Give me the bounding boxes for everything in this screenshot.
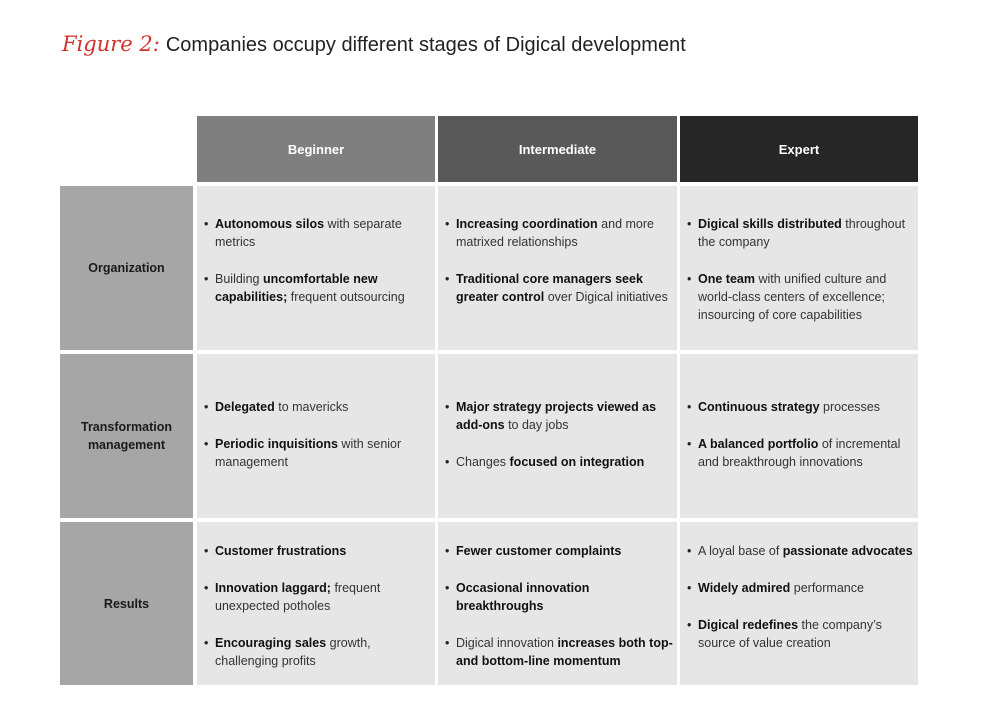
bullet-list: A loyal base of passionate advocates Wide… [687,542,914,652]
bullet-item: Widely admired performance [687,579,914,597]
table-cell: Autonomous silos with separate metrics Bu… [197,186,435,350]
bullet-item: A loyal base of passionate advocates [687,542,914,560]
bullet-item: Digical innovation increases both top- a… [445,634,673,670]
bullet-item: Major strategy projects viewed as add-on… [445,398,673,434]
bullet-item: Changes focused on integration [445,453,673,471]
bullet-list: Fewer customer complaints Occasional inno… [445,542,673,670]
bullet-item: Building uncomfortable new capabilities;… [204,270,431,306]
row-label-results: Results [60,522,193,685]
bullet-item: Fewer customer complaints [445,542,673,560]
bullet-list: Autonomous silos with separate metrics Bu… [204,215,431,306]
bullet-item: One team with unified culture and world-… [687,270,914,324]
table-cell: A loyal base of passionate advocates Wide… [680,522,918,685]
bullet-list: Delegated to mavericks Periodic inquisiti… [204,398,431,471]
table-cell: Continuous strategy processes A balanced … [680,354,918,518]
table-cell: Increasing coordination and more matrixe… [438,186,677,350]
table-cell: Digical skills distributed throughout th… [680,186,918,350]
figure-title-text: Companies occupy different stages of Dig… [165,34,686,56]
figure-title: Figure 2: Companies occupy different stag… [62,32,686,57]
table-cell: Customer frustrations Innovation laggard;… [197,522,435,685]
bullet-item: Continuous strategy processes [687,398,914,416]
bullet-list: Digical skills distributed throughout th… [687,215,914,324]
bullet-item: Digical skills distributed throughout th… [687,215,914,251]
bullet-item: Increasing coordination and more matrixe… [445,215,673,251]
row-label-transformation-management: Transformation management [60,354,193,518]
bullet-item: Occasional innovation breakthroughs [445,579,673,615]
table-cell: Delegated to mavericks Periodic inquisiti… [197,354,435,518]
figure-label: Figure 2: [62,32,160,56]
bullet-item: A balanced portfolio of incremental and … [687,435,914,471]
bullet-list: Continuous strategy processes A balanced … [687,398,914,471]
bullet-item: Encouraging sales growth, challenging pr… [204,634,431,670]
bullet-list: Customer frustrations Innovation laggard;… [204,542,431,670]
bullet-item: Digical redefines the company’s source o… [687,616,914,652]
bullet-item: Customer frustrations [204,542,431,560]
bullet-item: Autonomous silos with separate metrics [204,215,431,251]
bullet-item: Innovation laggard; frequent unexpected … [204,579,431,615]
bullet-item: Periodic inquisitions with senior manage… [204,435,431,471]
column-header-expert: Expert [680,116,918,182]
bullet-list: Major strategy projects viewed as add-on… [445,398,673,471]
column-header-intermediate: Intermediate [438,116,677,182]
column-header-beginner: Beginner [197,116,435,182]
row-label-organization: Organization [60,186,193,350]
bullet-list: Increasing coordination and more matrixe… [445,215,673,306]
table-cell: Fewer customer complaints Occasional inno… [438,522,677,685]
bullet-item: Traditional core managers seek greater c… [445,270,673,306]
bullet-item: Delegated to mavericks [204,398,431,416]
table-cell: Major strategy projects viewed as add-on… [438,354,677,518]
